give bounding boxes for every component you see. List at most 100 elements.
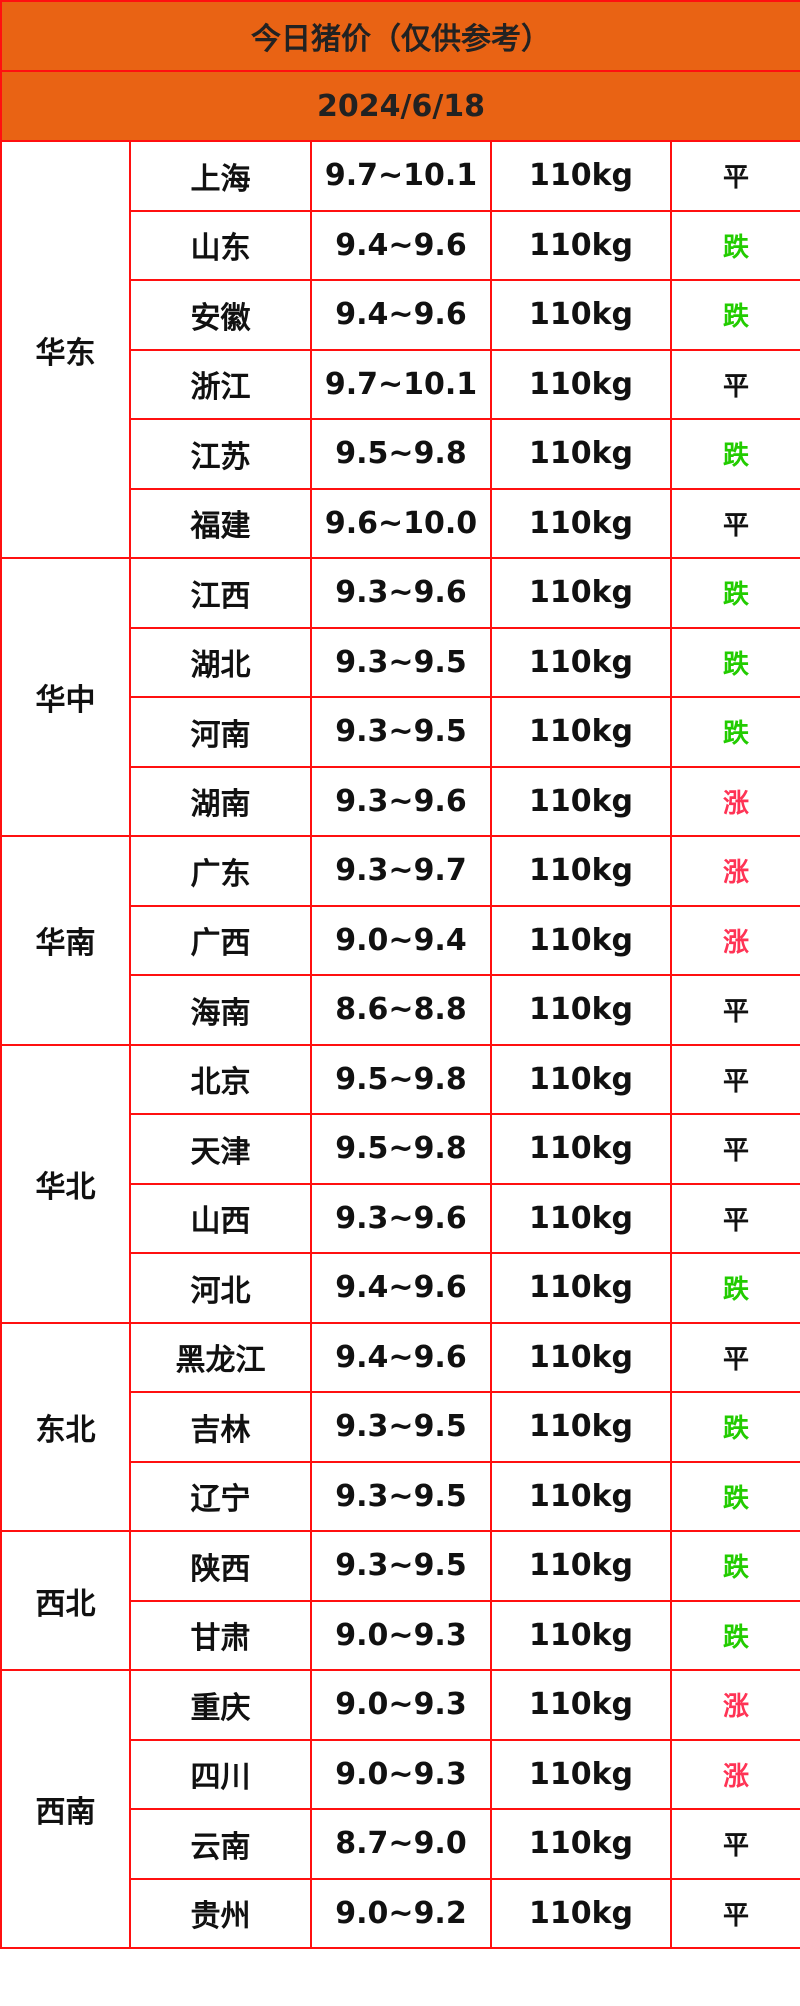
trend-cell: 涨 [669,1669,800,1741]
weight-cell: 110kg [490,1391,672,1463]
trend-cell: 涨 [669,835,800,907]
province-cell: 吉林 [129,1391,312,1463]
table-row: 山西 9.3~9.6 110kg 平 [1,1182,800,1254]
region-cell: 西南 [0,1669,131,1949]
table-row: 西南 重庆 9.0~9.3 110kg 涨 [0,1669,800,1949]
table-row: 河南 9.3~9.5 110kg 跌 [1,696,800,768]
weight-cell: 110kg [490,904,672,976]
table-row: 湖南 9.3~9.6 110kg 涨 [1,765,800,837]
weight-cell: 110kg [490,626,672,698]
province-cell: 浙江 [129,348,312,420]
region-cell: 华南 [0,835,131,1046]
region-cell: 西北 [0,1530,131,1671]
province-cell: 重庆 [129,1669,312,1741]
table-row: 福建 9.6~10.0 110kg 平 [1,487,800,559]
province-cell: 湖南 [129,765,312,837]
weight-cell: 110kg [490,765,672,837]
trend-cell: 跌 [669,557,800,629]
province-cell: 甘肃 [129,1599,312,1671]
trend-cell: 跌 [669,1530,800,1602]
weight-cell: 110kg [490,1808,672,1880]
table-row: 华中 江西 9.3~9.6 110kg 跌 [0,557,800,837]
trend-cell: 平 [669,1113,800,1185]
weight-cell: 110kg [490,1182,672,1254]
trend-cell: 涨 [669,904,800,976]
price-cell: 9.4~9.6 [310,1321,492,1393]
price-cell: 9.0~9.3 [310,1599,492,1671]
price-cell: 9.0~9.2 [310,1877,492,1949]
weight-cell: 110kg [490,209,672,281]
price-cell: 9.0~9.3 [310,1738,492,1810]
trend-cell: 跌 [669,209,800,281]
province-cell: 广西 [129,904,312,976]
trend-cell: 平 [669,348,800,420]
table-row: 辽宁 9.3~9.5 110kg 跌 [1,1460,800,1532]
province-cell: 贵州 [129,1877,312,1949]
table-title: 今日猪价（仅供参考） [0,0,800,72]
price-cell: 9.5~9.8 [310,1043,492,1115]
trend-cell: 跌 [669,626,800,698]
province-cell: 湖北 [129,626,312,698]
weight-cell: 110kg [490,1460,672,1532]
region-cell: 东北 [0,1321,131,1532]
trend-cell: 平 [669,974,800,1046]
weight-cell: 110kg [490,696,672,768]
trend-cell: 跌 [669,1599,800,1671]
price-cell: 9.3~9.6 [310,557,492,629]
trend-cell: 跌 [669,1252,800,1324]
trend-cell: 平 [669,1808,800,1880]
price-cell: 9.3~9.7 [310,835,492,907]
price-cell: 9.6~10.0 [310,487,492,559]
table-row: 华北 北京 9.5~9.8 110kg 平 [0,1043,800,1324]
price-cell: 8.6~8.8 [310,974,492,1046]
table-row: 山东 9.4~9.6 110kg 跌 [1,209,800,281]
price-cell: 9.4~9.6 [310,1252,492,1324]
trend-cell: 涨 [669,765,800,837]
weight-cell: 110kg [490,1113,672,1185]
weight-cell: 110kg [490,1043,672,1115]
table-row: 浙江 9.7~10.1 110kg 平 [1,348,800,420]
price-cell: 9.7~10.1 [310,140,492,212]
price-cell: 9.0~9.3 [310,1669,492,1741]
price-cell: 9.4~9.6 [310,279,492,351]
weight-cell: 110kg [490,557,672,629]
weight-cell: 110kg [490,1321,672,1393]
table-row: 天津 9.5~9.8 110kg 平 [1,1113,800,1185]
table-row: 华东 上海 9.7~10.1 110kg 平 [0,140,800,559]
weight-cell: 110kg [490,418,672,490]
price-cell: 8.7~9.0 [310,1808,492,1880]
table-row: 西北 陕西 9.3~9.5 110kg 跌 [0,1530,800,1671]
price-cell: 9.3~9.5 [310,626,492,698]
table-row: 吉林 9.3~9.5 110kg 跌 [1,1391,800,1463]
province-cell: 北京 [129,1043,312,1115]
weight-cell: 110kg [490,1530,672,1602]
region-cell: 华东 [0,140,131,559]
trend-cell: 跌 [669,418,800,490]
province-cell: 山西 [129,1182,312,1254]
weight-cell: 110kg [490,348,672,420]
province-cell: 山东 [129,209,312,281]
trend-cell: 平 [669,140,800,212]
trend-cell: 涨 [669,1738,800,1810]
province-cell: 上海 [129,140,312,212]
price-cell: 9.0~9.4 [310,904,492,976]
price-cell: 9.3~9.6 [310,1182,492,1254]
weight-cell: 110kg [490,487,672,559]
table-row: 安徽 9.4~9.6 110kg 跌 [1,279,800,351]
province-cell: 黑龙江 [129,1321,312,1393]
table-row: 贵州 9.0~9.2 110kg 平 [1,1877,800,1949]
price-cell: 9.3~9.5 [310,1460,492,1532]
pig-price-table: 今日猪价（仅供参考） 2024/6/18 华东 上海 9.7~10.1 110kg 平山… [0,0,800,1949]
province-cell: 江西 [129,557,312,629]
province-cell: 河北 [129,1252,312,1324]
weight-cell: 110kg [490,1738,672,1810]
trend-cell: 平 [669,487,800,559]
region-cell: 华北 [0,1043,131,1324]
price-cell: 9.5~9.8 [310,418,492,490]
trend-cell: 平 [669,1877,800,1949]
trend-cell: 跌 [669,696,800,768]
weight-cell: 110kg [490,1669,672,1741]
province-cell: 四川 [129,1738,312,1810]
province-cell: 海南 [129,974,312,1046]
province-cell: 云南 [129,1808,312,1880]
